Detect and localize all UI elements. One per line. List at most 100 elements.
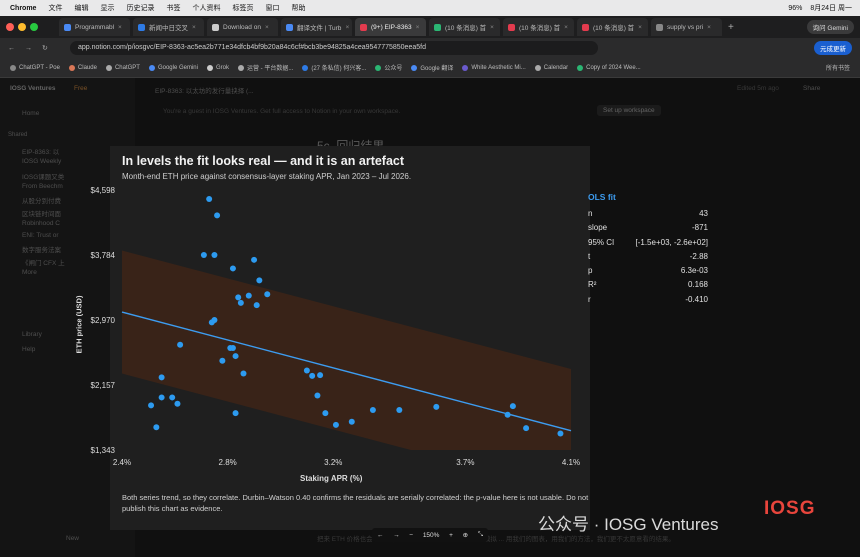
favicon-icon — [286, 23, 293, 31]
menu-item[interactable]: 个人资料 — [192, 5, 221, 12]
browser-tab[interactable]: (9+) EIP-8363 × — [355, 18, 426, 36]
zoom-in-button[interactable]: + — [449, 531, 453, 539]
bookmark-item[interactable]: ChatGPT - Poe — [10, 64, 60, 71]
ols-stat-value: -0.410 — [685, 294, 708, 304]
bookmark-item[interactable]: White Aesthetic Mi... — [462, 64, 526, 71]
watermark-text: 公众号 · IOSG Ventures — [538, 515, 719, 534]
bookmark-item[interactable]: 公众号 — [375, 63, 402, 72]
minimize-window-button[interactable] — [18, 23, 26, 31]
close-tab-icon[interactable]: × — [638, 23, 642, 31]
share-button[interactable]: Share — [803, 85, 821, 92]
bookmark-item[interactable]: 运营 - 平台数据... — [238, 63, 293, 72]
reset-zoom-icon[interactable]: ⊕ — [462, 532, 469, 539]
close-tab-icon[interactable]: × — [490, 23, 494, 31]
close-tab-icon[interactable]: × — [707, 23, 711, 31]
bookmark-item[interactable]: Google 翻译 — [411, 63, 453, 72]
sidebar-page-item[interactable]: Robinhood C — [22, 219, 60, 227]
sidebar-section-shared: Shared — [8, 132, 28, 138]
edited-timestamp: Edited 5m ago — [737, 85, 779, 92]
browser-tab[interactable]: (10 条消息) 首 × — [577, 18, 648, 36]
scatter-point — [235, 294, 242, 301]
close-tab-icon[interactable]: × — [415, 23, 420, 31]
zoom-out-button[interactable]: − — [409, 531, 414, 539]
sidebar-page-item[interactable]: ENI: Trust or — [22, 232, 59, 240]
browser-tab[interactable]: 新闻中日交叉 × — [133, 18, 204, 36]
collapse-icon[interactable]: ⤡ — [477, 531, 484, 538]
scatter-point — [211, 317, 218, 324]
forward-arrow-icon[interactable]: → — [25, 44, 32, 52]
scatter-point — [153, 424, 160, 431]
sidebar-page-item[interactable]: 数字服务法案 — [22, 247, 61, 255]
all-bookmarks-button[interactable]: 所有书签 — [825, 66, 850, 72]
ask-gemini-button[interactable]: 询问 Gemini — [806, 20, 854, 34]
close-tab-icon[interactable]: × — [345, 23, 350, 31]
browser-tab[interactable]: 翻译文件 | Turb × — [281, 18, 352, 36]
tab-title: supply vs pri — [667, 23, 704, 31]
workspace-name[interactable]: IOSG Ventures — [10, 85, 56, 92]
sidebar-item-library[interactable]: Library — [22, 331, 42, 338]
ols-stat-name: r — [588, 294, 591, 304]
bookmark-item[interactable]: Copy of 2024 Wee... — [577, 64, 641, 71]
close-tab-icon[interactable]: × — [118, 23, 122, 31]
bookmark-item[interactable]: Calendar — [534, 64, 569, 71]
menu-item[interactable]: 文件 — [48, 5, 63, 12]
menu-item[interactable]: 标签页 — [232, 5, 254, 12]
browser-tab[interactable]: Programmabl × — [59, 18, 130, 36]
bookmark-favicon-icon — [105, 64, 112, 71]
ols-row: t -2.88 — [588, 250, 708, 264]
sidebar-page-item[interactable]: More — [22, 269, 37, 276]
menu-item[interactable]: 书签 — [166, 5, 181, 12]
ols-row: p 6.3e-03 — [588, 264, 708, 278]
bookmark-item[interactable]: ChatGPT — [105, 64, 140, 71]
ols-stat-name: t — [588, 251, 591, 261]
browser-tab[interactable]: (10 条消息) 首 × — [503, 18, 574, 36]
scatter-point — [158, 374, 165, 381]
setup-workspace-button[interactable]: Set up workspace — [597, 105, 661, 116]
previous-arrow-icon[interactable]: ← — [376, 531, 384, 539]
scatter-point — [206, 195, 213, 202]
sidebar-page-item[interactable]: EIP-8363: 以 — [22, 149, 60, 156]
back-arrow-icon[interactable]: ← — [8, 44, 15, 52]
x-tick-label: 3.2% — [324, 458, 342, 467]
ols-fit-panel: OLS fit n 43 slope -871 95% CI [-1.5e+03, -2.… — [588, 192, 708, 307]
browser-tab[interactable]: (10 条消息) 首 × — [429, 18, 500, 36]
close-tab-icon[interactable]: × — [192, 23, 196, 31]
sidebar-item-home[interactable]: Home — [22, 110, 40, 117]
next-arrow-icon[interactable]: → — [393, 531, 400, 539]
bookmark-label: ChatGPT - Poe — [19, 64, 60, 71]
new-tab-plus-icon[interactable]: + — [728, 21, 734, 33]
breadcrumb[interactable]: EIP-8363: 以太坊的发行量抉择 (... — [155, 88, 254, 95]
new-page-button[interactable]: New — [66, 535, 80, 542]
sidebar-page-item[interactable]: 区块链时间面 — [22, 210, 61, 218]
bookmark-item[interactable]: (27 条私信) 何兴客... — [302, 63, 366, 72]
menu-item[interactable]: 历史记录 — [126, 5, 155, 12]
bookmark-item[interactable]: Claude — [68, 64, 97, 71]
browser-tab[interactable]: Download on × — [207, 18, 278, 36]
sidebar-page-item[interactable]: IOSG Weekly — [22, 158, 62, 166]
sidebar-page-item[interactable]: 从股分到付费 — [22, 198, 61, 206]
sidebar-page-item[interactable]: From Beechm — [22, 182, 63, 190]
close-tab-icon[interactable]: × — [564, 23, 568, 31]
url-bar[interactable]: app.notion.com/p/iosgvc/EIP-8363-ac5ea2b… — [70, 41, 598, 55]
update-browser-button[interactable]: 元成更新 — [814, 41, 852, 55]
y-tick-label: $1,343 — [91, 446, 116, 455]
browser-tab[interactable]: supply vs pri × — [651, 18, 722, 36]
close-tab-icon[interactable]: × — [264, 23, 269, 31]
menu-item[interactable]: 显示 — [100, 5, 115, 12]
scatter-point — [264, 291, 271, 298]
menu-item[interactable]: 编辑 — [74, 5, 89, 12]
reload-icon[interactable]: ↻ — [42, 45, 48, 52]
bookmark-item[interactable]: Grok — [206, 64, 229, 71]
bookmark-favicon-icon — [462, 64, 469, 71]
sidebar-item-help[interactable]: Help — [22, 346, 36, 353]
bookmark-label: Calendar — [543, 64, 569, 71]
menu-item[interactable]: 窗口 — [265, 5, 280, 12]
x-tick-label: 2.4% — [113, 458, 131, 467]
menu-item[interactable]: Chrome — [10, 4, 37, 12]
maximize-window-button[interactable] — [30, 23, 38, 31]
close-window-button[interactable] — [6, 23, 14, 31]
bookmark-item[interactable]: Google Gemini — [148, 64, 198, 71]
sidebar-page-item[interactable]: 《闸门 CFX 上 — [22, 259, 65, 267]
menu-item[interactable]: 帮助 — [291, 5, 306, 12]
sidebar-page-item[interactable]: IOSG课题又类 — [22, 173, 65, 181]
